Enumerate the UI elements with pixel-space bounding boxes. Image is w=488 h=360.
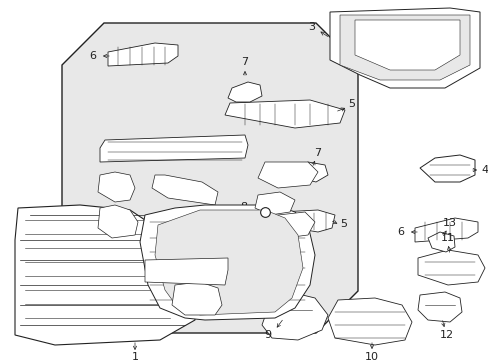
Polygon shape <box>274 210 334 232</box>
Text: 5: 5 <box>340 219 347 229</box>
Polygon shape <box>140 205 314 320</box>
Polygon shape <box>258 162 317 188</box>
Text: 4: 4 <box>481 165 488 175</box>
Polygon shape <box>419 155 474 182</box>
Polygon shape <box>262 292 327 340</box>
Text: 8: 8 <box>240 202 247 212</box>
Polygon shape <box>354 20 459 70</box>
Polygon shape <box>417 250 484 285</box>
Polygon shape <box>329 8 479 88</box>
Polygon shape <box>339 15 469 80</box>
Text: 1: 1 <box>131 352 138 360</box>
Text: 10: 10 <box>364 352 378 360</box>
Polygon shape <box>414 218 477 242</box>
Polygon shape <box>100 135 247 162</box>
Polygon shape <box>224 100 345 128</box>
Polygon shape <box>417 292 461 322</box>
Polygon shape <box>98 205 138 238</box>
Text: 11: 11 <box>440 233 454 243</box>
Polygon shape <box>15 205 195 345</box>
Polygon shape <box>170 210 215 240</box>
Polygon shape <box>172 282 222 315</box>
Polygon shape <box>98 172 135 202</box>
Text: 6: 6 <box>397 227 404 237</box>
Polygon shape <box>155 210 303 315</box>
Polygon shape <box>327 298 411 345</box>
Text: 9: 9 <box>264 330 271 340</box>
Text: 13: 13 <box>442 218 456 228</box>
Text: 5: 5 <box>348 99 355 109</box>
Text: 12: 12 <box>439 330 453 340</box>
Polygon shape <box>254 192 294 215</box>
Polygon shape <box>427 232 454 252</box>
Polygon shape <box>145 258 227 285</box>
Text: 7: 7 <box>314 148 321 158</box>
Polygon shape <box>227 82 262 102</box>
Polygon shape <box>271 212 314 238</box>
Text: 6: 6 <box>89 51 96 61</box>
Polygon shape <box>108 43 178 66</box>
Text: 7: 7 <box>241 57 248 67</box>
Text: 2: 2 <box>212 243 219 253</box>
Polygon shape <box>295 162 327 182</box>
Polygon shape <box>62 23 357 333</box>
Text: 3: 3 <box>308 22 315 32</box>
Polygon shape <box>152 175 218 205</box>
